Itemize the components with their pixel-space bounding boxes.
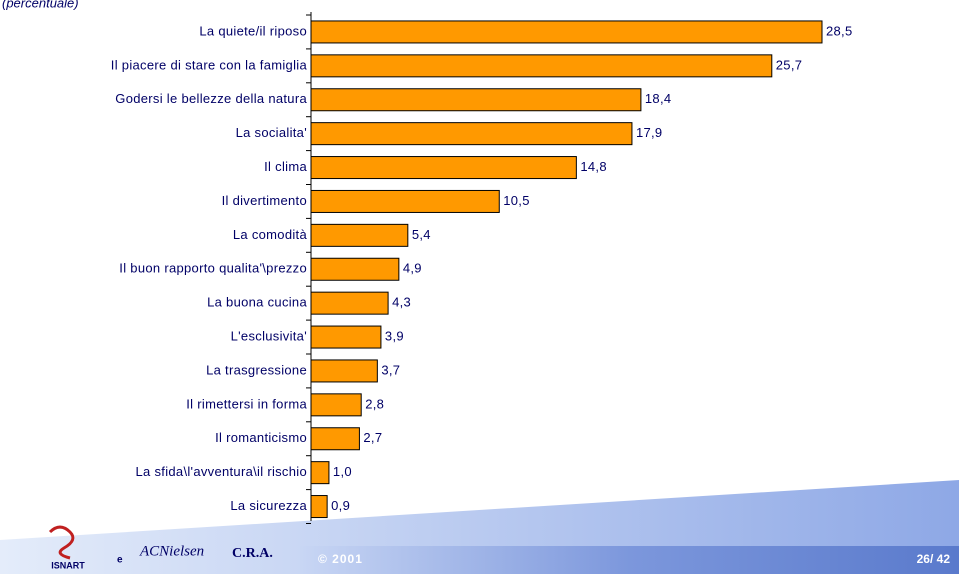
page-number: 26/ 42 xyxy=(917,552,951,566)
copyright: © 2001 xyxy=(318,552,363,566)
value-label: 0,9 xyxy=(331,498,350,513)
category-label: La quiete/il riposo xyxy=(199,23,307,38)
value-label: 5,4 xyxy=(412,227,431,242)
subtitle: (percentuale) xyxy=(2,0,79,10)
category-label: Godersi le bellezze della natura xyxy=(115,91,307,106)
category-label: Il rimettersi in forma xyxy=(186,396,307,411)
category-label: Il piacere di stare con la famiglia xyxy=(111,57,308,72)
category-label: Il clima xyxy=(264,159,307,174)
bar xyxy=(310,427,360,451)
logo-acnielsen: ACNielsen xyxy=(139,543,204,559)
bar xyxy=(310,189,500,213)
value-label: 2,7 xyxy=(363,430,382,445)
value-label: 28,5 xyxy=(826,23,853,38)
logo-cra: C.R.A. xyxy=(232,546,273,561)
category-label: La socialita' xyxy=(236,125,307,140)
bar xyxy=(310,325,382,349)
category-label: La sicurezza xyxy=(230,498,307,513)
category-label: La comodità xyxy=(233,227,308,242)
category-label: Il divertimento xyxy=(222,193,307,208)
category-label: La trasgressione xyxy=(206,362,307,377)
bar xyxy=(310,257,400,281)
bar xyxy=(310,393,362,417)
value-label: 3,9 xyxy=(385,328,404,343)
bar xyxy=(310,461,330,485)
bar xyxy=(310,291,389,315)
value-label: 10,5 xyxy=(503,193,530,208)
bar xyxy=(310,223,409,247)
conjunction: e xyxy=(117,555,123,566)
value-label: 18,4 xyxy=(645,91,672,106)
value-label: 17,9 xyxy=(636,125,663,140)
category-label: Il buon rapporto qualita'\prezzo xyxy=(119,261,307,276)
bar xyxy=(310,54,773,78)
value-label: 25,7 xyxy=(776,57,803,72)
value-label: 14,8 xyxy=(580,159,607,174)
bar xyxy=(310,359,378,383)
value-label: 4,9 xyxy=(403,261,422,276)
bar xyxy=(310,156,577,180)
value-label: 3,7 xyxy=(381,362,400,377)
bar xyxy=(310,88,642,112)
footer-bar xyxy=(300,546,959,574)
value-label: 1,0 xyxy=(333,464,352,479)
logo-isnart: ISNART xyxy=(51,560,85,570)
value-label: 2,8 xyxy=(365,396,384,411)
category-label: Il romanticismo xyxy=(215,430,307,445)
bar xyxy=(310,20,823,44)
category-label: L'esclusivita' xyxy=(231,328,307,343)
value-label: 4,3 xyxy=(392,295,411,310)
category-label: La buona cucina xyxy=(207,295,307,310)
logo-icon xyxy=(48,525,75,560)
category-label: La sfida\l'avventura\il rischio xyxy=(136,464,307,479)
bar xyxy=(310,495,328,519)
bar xyxy=(310,122,633,146)
